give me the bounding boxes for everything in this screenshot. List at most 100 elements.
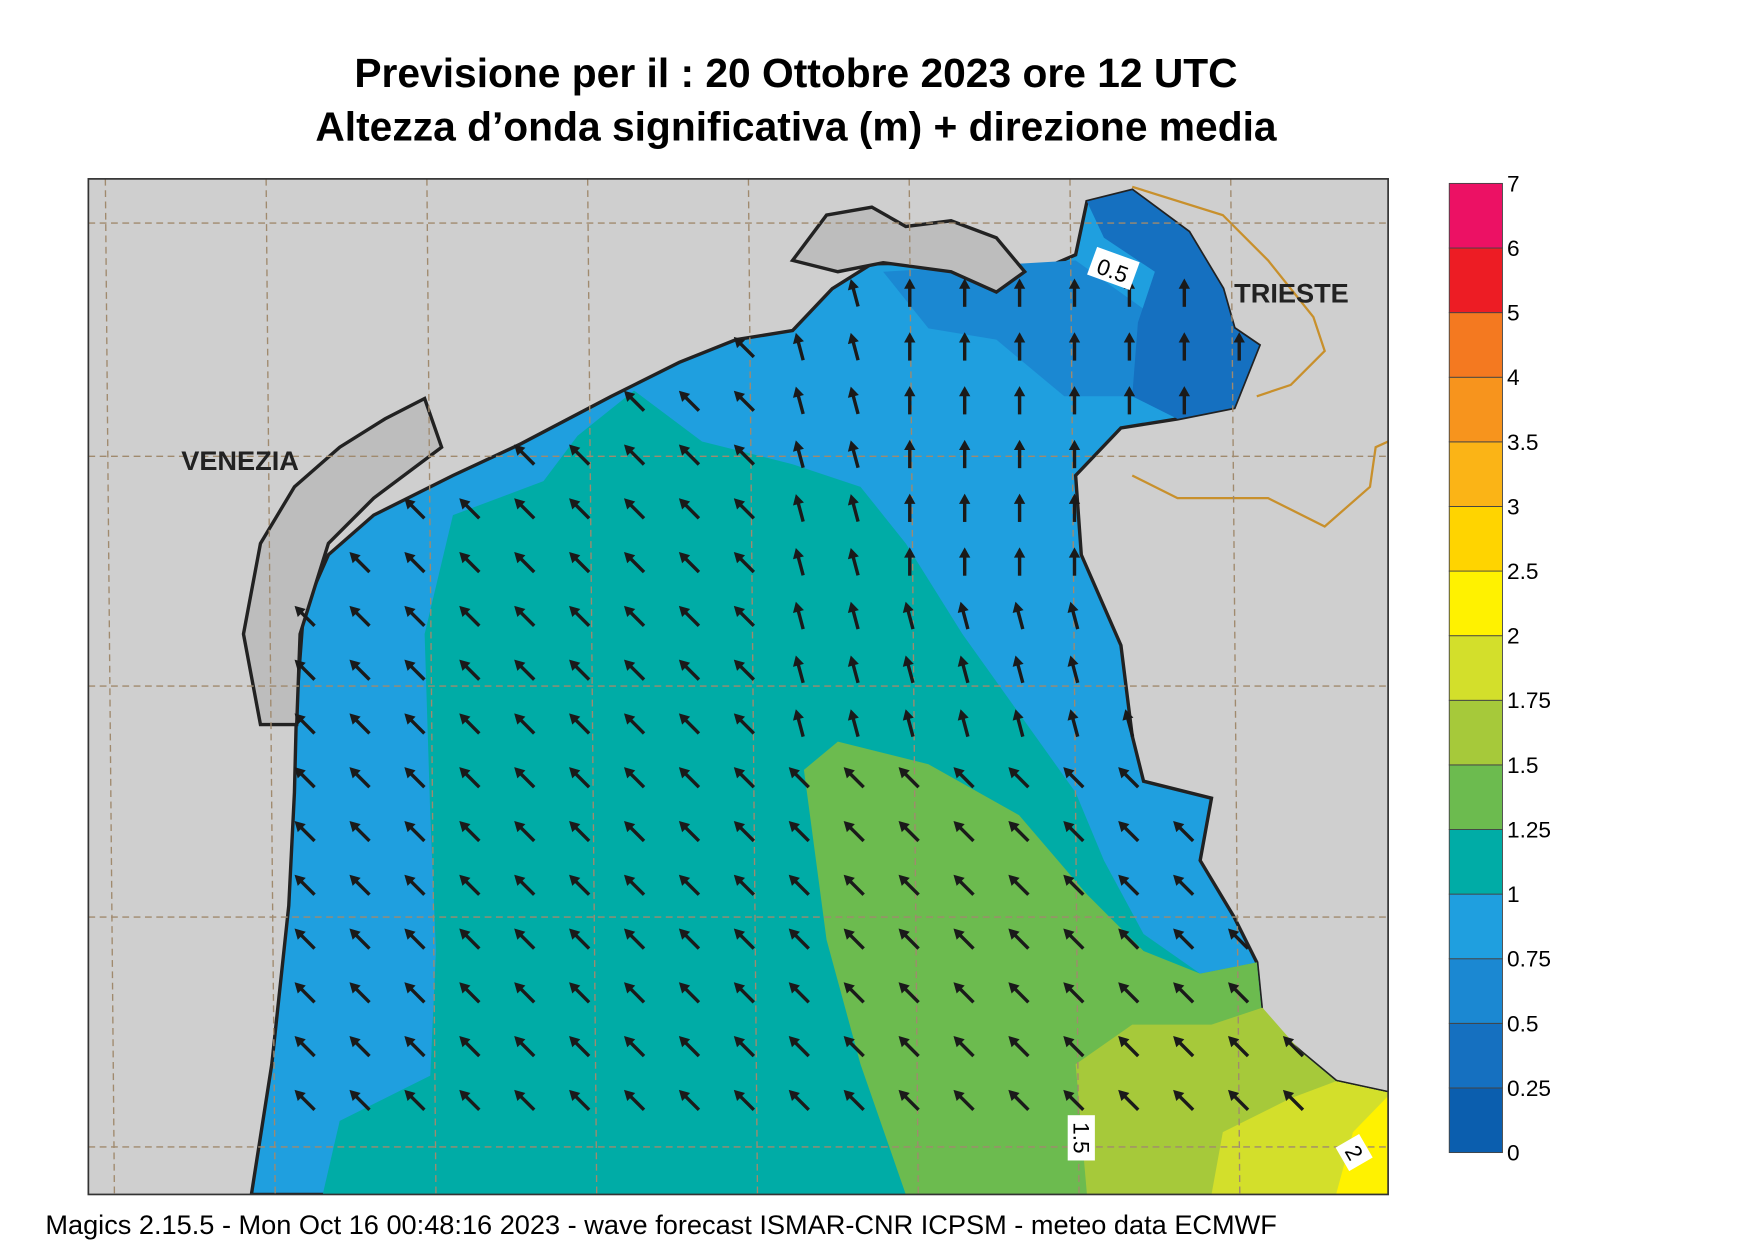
arrow-head <box>843 767 855 779</box>
colorbar-band <box>1448 376 1503 443</box>
arrow <box>1118 874 1140 896</box>
arrow <box>1068 332 1081 361</box>
arrow-head <box>898 928 910 940</box>
arrow <box>678 928 701 950</box>
arrow <box>898 820 920 843</box>
arrow-head <box>1063 767 1075 779</box>
arrow-head <box>514 982 526 994</box>
colorbar-band <box>1448 1022 1503 1089</box>
arrow-head <box>459 820 471 833</box>
arrow <box>624 390 646 412</box>
arrow-head <box>733 1089 746 1102</box>
arrow-head <box>514 444 526 456</box>
arrow-head <box>349 874 361 886</box>
arrow <box>459 982 481 1004</box>
arrow-head <box>1067 709 1079 721</box>
arrow-head <box>843 820 855 833</box>
arrow <box>788 820 810 843</box>
arrow-head <box>1173 1089 1185 1102</box>
arrow <box>847 494 860 522</box>
arrow <box>904 332 916 361</box>
arrow <box>569 1036 591 1058</box>
arrow <box>1063 928 1085 950</box>
arrow-head <box>959 439 971 451</box>
arrow <box>953 874 975 896</box>
arrow <box>514 444 536 466</box>
arrow-head <box>788 1036 800 1048</box>
arrow-head <box>294 1089 306 1102</box>
arrow-head <box>793 547 804 560</box>
arrow <box>1008 820 1030 843</box>
arrow <box>904 547 916 576</box>
colorbar-label: 0.25 <box>1507 1076 1551 1101</box>
arrow <box>847 655 860 684</box>
arrow-head <box>294 982 306 994</box>
arrow <box>733 713 756 735</box>
arrow-head <box>349 820 361 833</box>
arrow-head <box>349 713 361 725</box>
colorbar-label: 3.5 <box>1507 430 1538 455</box>
place-label: VENEZIA <box>181 445 299 476</box>
arrow <box>1013 386 1026 415</box>
arrow-head <box>624 928 636 940</box>
arrow <box>1063 874 1085 896</box>
arrow-head <box>1012 709 1024 721</box>
arrow <box>294 659 316 681</box>
arrow-head <box>294 928 306 940</box>
arrow-head <box>1118 767 1130 779</box>
arrow <box>1063 1089 1085 1112</box>
arrow <box>1008 928 1030 950</box>
arrow-head <box>788 1089 800 1102</box>
arrow-head <box>514 605 526 618</box>
arrow-head <box>569 444 581 456</box>
arrow-head <box>569 659 581 671</box>
arrow-head <box>1008 767 1020 779</box>
colorbar-band <box>1448 958 1503 1024</box>
arrow <box>404 1089 426 1112</box>
arrow <box>514 713 536 735</box>
arrow <box>624 498 646 520</box>
arrow-head <box>847 386 859 398</box>
arrow-head <box>624 552 636 564</box>
arrow-head <box>349 982 361 994</box>
arrow <box>847 386 860 415</box>
arrow-head <box>349 1089 361 1102</box>
arrow-head <box>1173 820 1185 833</box>
arrow-head <box>1173 928 1185 940</box>
arrow <box>843 1036 865 1058</box>
arrow <box>1178 386 1190 415</box>
arrow-head <box>898 982 910 994</box>
colorbar-label: 1.75 <box>1507 688 1551 713</box>
arrow <box>953 820 975 843</box>
arrow <box>793 494 805 522</box>
colorbar-label: 2 <box>1507 624 1520 649</box>
arrow-head <box>404 1036 416 1048</box>
colorbar-label: 3 <box>1507 494 1520 519</box>
colorbar: 0 0.25 0.5 0.75 1 1.25 1.5 1.75 2 2.5 3 3.5 4 5 6 7 <box>1448 171 1551 1165</box>
arrow-head <box>349 1036 361 1048</box>
arrow <box>733 552 756 574</box>
arrow-head <box>959 493 971 504</box>
arrow-head <box>733 444 746 456</box>
arrow <box>1063 1036 1085 1058</box>
arrow-head <box>1178 332 1190 343</box>
arrow-head <box>678 552 691 564</box>
arrow <box>678 390 701 412</box>
arrow-head <box>459 1036 471 1048</box>
arrow-head <box>294 713 306 725</box>
arrow-head <box>404 928 416 940</box>
arrow <box>898 1089 920 1112</box>
arrow-head <box>1063 1036 1075 1048</box>
arrow <box>953 982 975 1004</box>
arrow-head <box>1008 1036 1020 1048</box>
map: VENEZIA TRIESTE 0.5 1.5 2 <box>88 178 1389 1195</box>
arrow-head <box>843 928 855 940</box>
arrow <box>1008 1036 1030 1058</box>
arrow-head <box>959 332 971 343</box>
arrow-head <box>1282 1089 1295 1102</box>
wave-direction-arrows <box>294 278 1305 1112</box>
arrow-head <box>459 928 471 940</box>
arrow <box>514 552 536 574</box>
arrow <box>459 1036 481 1058</box>
